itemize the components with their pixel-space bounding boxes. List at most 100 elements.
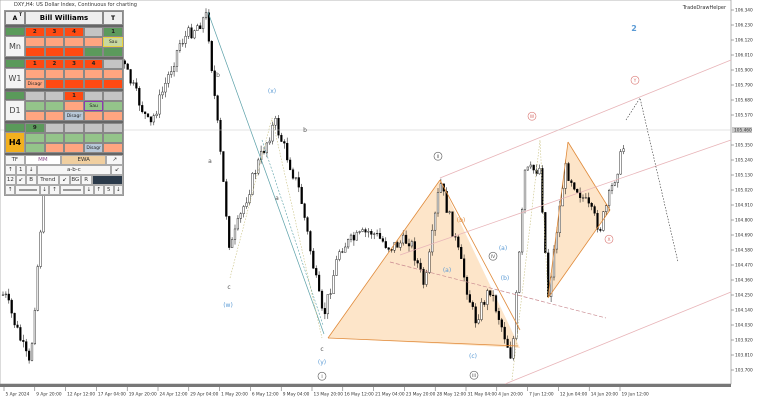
signal-cell	[103, 79, 123, 89]
wave-label: (b)	[501, 275, 510, 282]
signal-cell	[44, 37, 65, 47]
candle-body	[271, 124, 274, 142]
panel-control-blank[interactable]	[91, 175, 123, 185]
timeframe-strip	[5, 27, 25, 36]
wave-label: X	[607, 237, 610, 243]
panel-control-B[interactable]: B	[25, 175, 37, 185]
timeframe-label[interactable]: D1	[5, 100, 25, 121]
signal-cell	[83, 111, 104, 121]
candle-body	[294, 177, 297, 179]
panel-control-BG[interactable]: BG	[69, 175, 81, 185]
panel-control-5[interactable]: 5	[104, 185, 114, 195]
panel-control-arrow[interactable]: ↓	[113, 185, 124, 195]
wave-label-circle	[527, 111, 537, 121]
panel-control-arrow[interactable]: ↓	[84, 185, 94, 195]
panel-control-abc[interactable]: a-b-c	[36, 165, 112, 175]
timeframe-strip	[5, 123, 25, 132]
candle-body	[274, 118, 277, 126]
horizontal-scrollbar[interactable]	[0, 384, 731, 387]
candle-body	[230, 239, 234, 248]
wave-label: b	[303, 127, 307, 134]
candle-body	[373, 233, 376, 235]
panel-control-blank[interactable]	[15, 185, 40, 195]
panel-control-arrow[interactable]: ↓	[39, 185, 50, 195]
trade-draw-helper-label[interactable]: TradeDrawHelper	[682, 5, 726, 11]
candle-body	[257, 159, 260, 174]
panel-control-R[interactable]: R	[80, 175, 92, 185]
panel-control-1[interactable]: 1	[15, 165, 26, 175]
candle-body	[181, 43, 184, 45]
candle-body	[36, 266, 39, 311]
candle-body	[213, 70, 216, 96]
candle-body	[172, 66, 176, 72]
candle-body	[483, 301, 486, 305]
panel-control-arrow[interactable]: ↑	[5, 165, 16, 175]
panel-control-TF[interactable]: TF	[5, 155, 25, 165]
candle-body	[463, 258, 466, 278]
panel-control-arrow[interactable]: ↙	[111, 165, 124, 175]
candle-body	[152, 115, 155, 123]
current-price-box	[732, 127, 752, 133]
x-tick-label: 6 May 12:00	[252, 392, 279, 398]
y-tick-label: 104.580	[735, 248, 753, 254]
y-tick-label: 104.360	[735, 278, 753, 284]
candle-body	[428, 251, 431, 273]
candle-body	[590, 202, 593, 207]
signal-cell	[25, 133, 45, 143]
x-tick-label: 16 May 12:00	[344, 392, 374, 398]
candle-body	[605, 205, 608, 212]
current-price-label: 105.460	[734, 128, 752, 134]
panel-control-arrow[interactable]: ↙	[15, 175, 26, 185]
timeframe-label[interactable]: Mn	[5, 36, 25, 57]
signal-cell	[44, 101, 65, 111]
panel-control-blank[interactable]	[59, 185, 85, 195]
timeframe-row-d1: D1 1 Sau Disagr	[5, 89, 123, 121]
signal-cell	[64, 133, 84, 143]
x-tick-label: 24 Apr 12:00	[160, 392, 188, 398]
wave-label: I	[321, 374, 322, 380]
panel-control-Trend[interactable]: Trend	[36, 175, 60, 185]
teal-dotted-line	[261, 139, 324, 326]
signal-cell	[103, 47, 123, 57]
signal-cell: Sau	[83, 101, 104, 111]
candle-body	[225, 181, 228, 217]
wave-label: III	[472, 373, 476, 379]
signal-cell	[83, 47, 104, 57]
signal-cell	[83, 123, 104, 133]
candle-body	[28, 350, 31, 361]
candle-body	[500, 319, 503, 328]
panel-control-arrow[interactable]: ↑	[93, 185, 105, 195]
panel-control-12[interactable]: 12	[5, 175, 16, 185]
panel-control-arrow[interactable]: ↙	[59, 175, 70, 185]
candle-body	[19, 327, 22, 341]
signal-cell	[25, 143, 45, 153]
panel-control-arrow[interactable]: ↓	[25, 165, 37, 175]
candle-body	[338, 251, 341, 260]
candle-body	[538, 168, 541, 175]
candle-body	[576, 189, 579, 193]
candle-body	[599, 229, 602, 231]
signal-cell	[44, 123, 65, 133]
candle-body	[341, 251, 344, 253]
candle-body	[587, 197, 590, 204]
channel-line	[504, 291, 732, 385]
signal-cell	[64, 47, 84, 57]
wave-dotted-line	[229, 117, 323, 339]
timeframe-label[interactable]: W1	[5, 68, 25, 89]
candle-body	[149, 116, 152, 123]
panel-control-arrow[interactable]: ↑	[5, 185, 16, 195]
panel-control-EWA[interactable]: EWA	[61, 155, 107, 165]
dashed-trendline	[389, 261, 607, 319]
panel-control-arrow[interactable]: ↑	[49, 185, 60, 195]
timeframe-label[interactable]: H4	[5, 132, 25, 153]
candle-body	[509, 347, 512, 359]
a-label: A	[12, 14, 18, 22]
candle-body	[283, 141, 286, 144]
panel-t-button[interactable]: T	[103, 11, 123, 25]
candle-body	[291, 169, 295, 179]
panel-control-arrow[interactable]: ↗	[106, 155, 123, 165]
candle-body	[381, 238, 384, 242]
candle-body	[407, 243, 411, 247]
panel-control-MM[interactable]: MM	[24, 155, 62, 165]
